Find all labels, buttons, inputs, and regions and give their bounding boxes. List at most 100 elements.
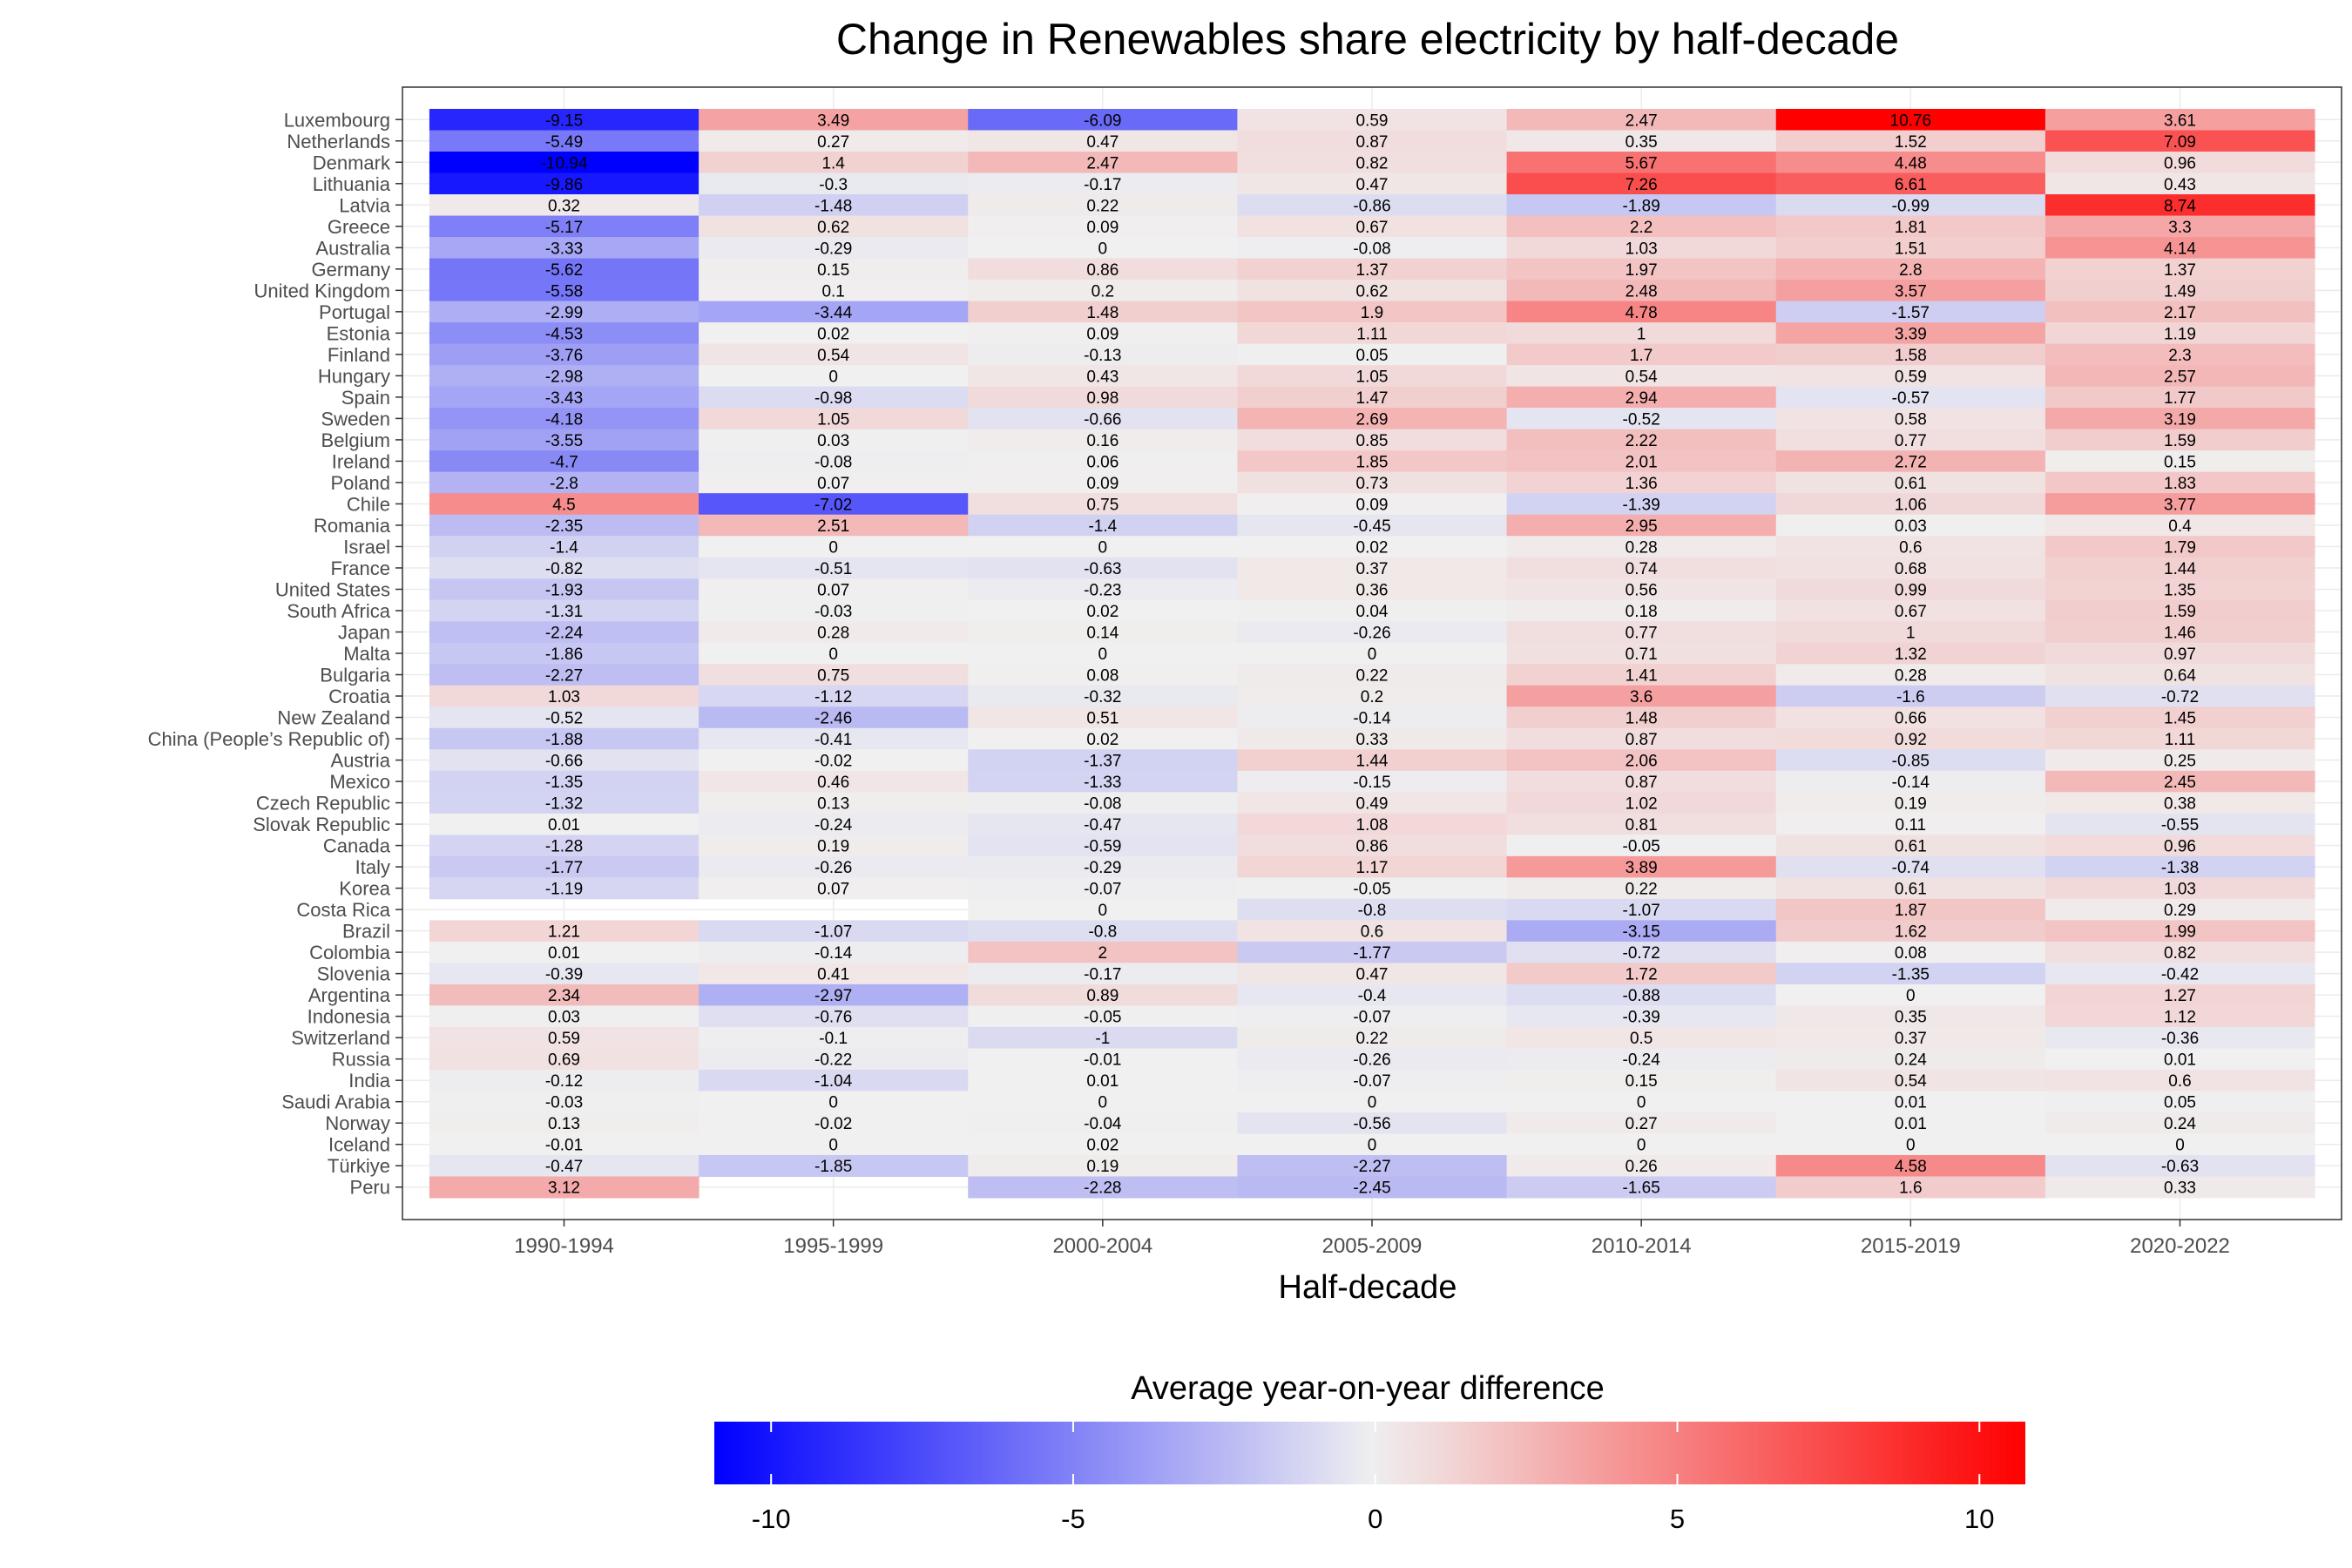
cell-value-label: 8.74 bbox=[2164, 197, 2196, 215]
heatmap-cell bbox=[429, 1026, 700, 1049]
cell-value-label: -2.28 bbox=[1084, 1179, 1121, 1198]
heatmap-cell bbox=[1237, 258, 1508, 280]
cell-value-label: 4.48 bbox=[1895, 154, 1927, 172]
cell-value-label: -1.85 bbox=[814, 1158, 852, 1176]
heatmap-cell bbox=[1775, 408, 2046, 430]
heatmap-cell bbox=[429, 130, 700, 152]
heatmap-cell bbox=[429, 557, 700, 579]
heatmap-cell bbox=[1775, 152, 2046, 174]
heatmap-cell bbox=[429, 471, 700, 494]
cell-value-label: -0.55 bbox=[2161, 816, 2199, 835]
cell-value-label: -0.52 bbox=[545, 710, 583, 728]
y-tick-label: Colombia bbox=[309, 942, 391, 963]
heatmap-cell bbox=[699, 1154, 969, 1177]
heatmap-cell bbox=[2044, 963, 2315, 985]
cell-value-label: 0.22 bbox=[1086, 197, 1119, 215]
heatmap-cell bbox=[968, 983, 1238, 1006]
cell-value-label: 0.77 bbox=[1625, 624, 1658, 642]
cell-value-label: 0.35 bbox=[1895, 1009, 1927, 1027]
cell-value-label: 0.82 bbox=[2164, 944, 2196, 963]
cell-value-label: 0.16 bbox=[1086, 432, 1119, 450]
cell-value-label: -0.59 bbox=[1084, 838, 1121, 856]
heatmap-cell bbox=[1775, 963, 2046, 985]
heatmap-cell bbox=[1775, 1154, 2046, 1177]
heatmap-cell bbox=[2044, 983, 2315, 1006]
legend-color-bar bbox=[714, 1422, 2025, 1484]
cell-value-label: 0.61 bbox=[1895, 838, 1927, 856]
cell-value-label: -0.14 bbox=[1353, 710, 1391, 728]
cell-value-label: 0.19 bbox=[1086, 1158, 1119, 1176]
cell-value-label: 3.61 bbox=[2164, 112, 2196, 130]
x-tick-label: 2000-2004 bbox=[1052, 1234, 1152, 1258]
cell-value-label: -0.07 bbox=[1353, 1072, 1390, 1091]
cell-value-label: 1.05 bbox=[817, 410, 849, 429]
heatmap-cell bbox=[1775, 343, 2046, 366]
cell-value-label: 1.36 bbox=[1625, 475, 1658, 493]
cell-value-label: -3.15 bbox=[1623, 923, 1660, 942]
heatmap-cell bbox=[1775, 172, 2046, 195]
cell-value-label: -0.29 bbox=[1084, 859, 1121, 877]
heatmap-cell bbox=[699, 963, 969, 985]
heatmap-cell bbox=[699, 365, 969, 388]
heatmap-cell bbox=[699, 536, 969, 558]
heatmap-cell bbox=[429, 1176, 700, 1199]
legend-tick-label: -5 bbox=[1061, 1504, 1085, 1534]
cell-value-label: 0.05 bbox=[2164, 1094, 2196, 1112]
heatmap-cell bbox=[1775, 1048, 2046, 1071]
cell-value-label: 0.6 bbox=[2168, 1072, 2191, 1091]
legend-tick-label: 0 bbox=[1368, 1504, 1382, 1534]
cell-value-label: -1.57 bbox=[1892, 304, 1930, 322]
cell-value-label: 1.83 bbox=[2164, 475, 2196, 493]
heatmap-cell bbox=[1237, 1154, 1508, 1177]
heatmap-cell bbox=[968, 941, 1238, 963]
heatmap-cell bbox=[1237, 194, 1508, 217]
heatmap-cell bbox=[968, 1154, 1238, 1177]
cell-value-label: 1.6 bbox=[1899, 1179, 1922, 1198]
cell-value-label: 0 bbox=[828, 368, 838, 386]
heatmap-cell bbox=[1775, 536, 2046, 558]
heatmap-cell bbox=[699, 280, 969, 302]
cell-value-label: -2.45 bbox=[1353, 1179, 1390, 1198]
cell-value-label: 0.19 bbox=[817, 838, 849, 856]
cell-value-label: 0.27 bbox=[1625, 1115, 1658, 1133]
chart-title: Change in Renewables share electricity b… bbox=[836, 15, 1899, 64]
cell-value-label: 0.01 bbox=[548, 816, 580, 835]
cell-value-label: 0.11 bbox=[1896, 816, 1927, 835]
heatmap-cell bbox=[429, 941, 700, 963]
heatmap-cell bbox=[968, 898, 1238, 921]
x-tick-label: 2020-2022 bbox=[2130, 1234, 2230, 1258]
heatmap-cell bbox=[1237, 301, 1508, 323]
y-tick-label: Chile bbox=[347, 493, 390, 515]
cell-value-label: 0.19 bbox=[1895, 795, 1927, 814]
cell-value-label: 0.92 bbox=[1895, 731, 1927, 749]
heatmap-cell bbox=[1237, 557, 1508, 579]
cell-value-label: 0 bbox=[1368, 645, 1377, 664]
x-tick-label: 1995-1999 bbox=[783, 1234, 883, 1258]
cell-value-label: -1.77 bbox=[1353, 944, 1390, 963]
legend-tick-label: 10 bbox=[1964, 1504, 1994, 1534]
heatmap-cell bbox=[2044, 855, 2315, 878]
cell-value-label: 0.33 bbox=[2164, 1179, 2196, 1198]
heatmap-cell bbox=[1775, 855, 2046, 878]
legend-tick-label: -10 bbox=[752, 1504, 791, 1534]
heatmap-cell bbox=[1237, 685, 1508, 707]
cell-value-label: -2.24 bbox=[545, 624, 584, 642]
heatmap-cell bbox=[429, 920, 700, 943]
heatmap-cell bbox=[1506, 621, 1777, 644]
cell-value-label: -0.08 bbox=[1084, 795, 1121, 814]
y-tick-label: Ireland bbox=[332, 450, 390, 472]
heatmap-cell bbox=[1775, 664, 2046, 686]
cell-value-label: 3.6 bbox=[1630, 688, 1652, 706]
cell-value-label: 0.51 bbox=[1086, 710, 1119, 728]
cell-value-label: -0.85 bbox=[1892, 753, 1930, 771]
cell-value-label: 0.61 bbox=[1895, 881, 1927, 899]
heatmap-cell bbox=[1775, 1005, 2046, 1028]
cell-value-label: 1.58 bbox=[1895, 347, 1927, 365]
heatmap-cell bbox=[1237, 792, 1508, 814]
heatmap-cell bbox=[2044, 215, 2315, 238]
heatmap-cell bbox=[1237, 706, 1508, 729]
cell-value-label: 0 bbox=[828, 1094, 838, 1112]
heatmap-cell bbox=[2044, 1005, 2315, 1028]
heatmap-cell bbox=[699, 1069, 969, 1092]
cell-value-label: 0 bbox=[1098, 645, 1108, 664]
